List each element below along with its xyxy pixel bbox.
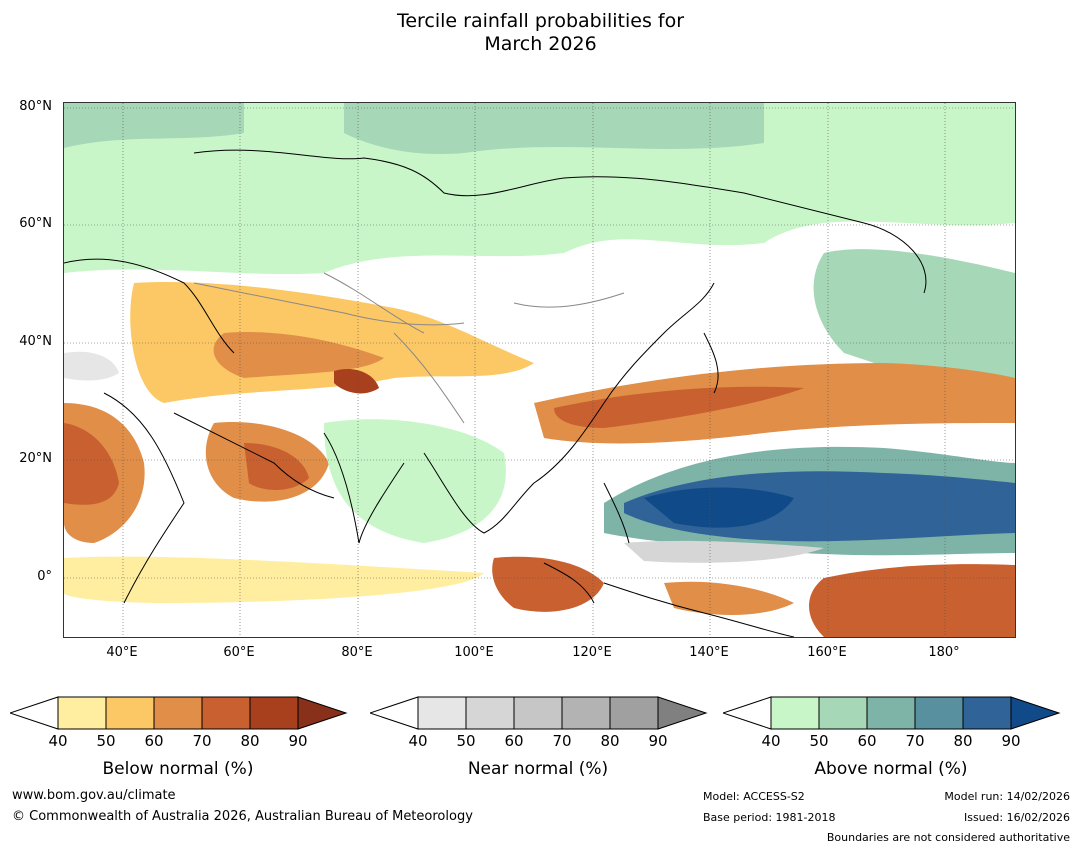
- lat-label-20n: 20°N: [19, 451, 52, 466]
- tick-label: 50: [96, 732, 116, 750]
- title-line-2: March 2026: [484, 33, 597, 55]
- footer-boundaries-note: Boundaries are not considered authoritat…: [826, 831, 1070, 844]
- tick-label: 70: [905, 732, 925, 750]
- colorbar-above-normal: [723, 696, 1061, 730]
- tick-label: 80: [600, 732, 620, 750]
- lon-label-60e: 60°E: [223, 645, 255, 660]
- colorbar-below-extend-max: [297, 696, 348, 730]
- lon-label-120e: 120°E: [572, 645, 612, 660]
- colorbar-above-title: Above normal (%): [814, 759, 968, 779]
- lon-label-140e: 140°E: [689, 645, 729, 660]
- region-below-normal-new-guinea: [664, 581, 794, 615]
- region-below-normal-south-pacific: [809, 564, 1015, 637]
- lat-label-80n: 80°N: [19, 99, 52, 114]
- region-above-normal-india: [324, 419, 506, 543]
- lon-label-80e: 80°E: [341, 645, 373, 660]
- map-canvas: [64, 103, 1015, 637]
- tick-label: 40: [408, 732, 428, 750]
- lat-label-60n: 60°N: [19, 216, 52, 231]
- lat-label-0: 0°: [37, 569, 52, 584]
- region-above-normal-arctic: [344, 103, 764, 154]
- lon-label-180: 180°: [928, 645, 960, 660]
- region-above-normal-north: [64, 103, 1015, 275]
- footer-model: Model: ACCESS-S2: [703, 790, 805, 803]
- colorbar-below-swatch-1: [57, 696, 107, 730]
- region-below-normal-arabian-sea-core: [244, 443, 309, 490]
- colorbar-above-swatch-1: [770, 696, 820, 730]
- colorbar-near-swatch-3: [513, 696, 563, 730]
- colorbar-near-swatch-2: [465, 696, 515, 730]
- colorbar-above-swatch-5: [962, 696, 1012, 730]
- colorbar-below-swatch-3: [153, 696, 203, 730]
- colorbar-below-swatch-2: [105, 696, 155, 730]
- coastlines: [64, 149, 927, 637]
- map-title: Tercile rainfall probabilities for March…: [0, 10, 1081, 56]
- tick-label: 90: [1001, 732, 1021, 750]
- region-below-normal-east-asia: [534, 363, 1015, 444]
- tick-label: 40: [48, 732, 68, 750]
- tick-label: 90: [648, 732, 668, 750]
- footer-url[interactable]: www.bom.gov.au/climate: [12, 788, 176, 803]
- region-above-normal-pacific-north: [813, 249, 1015, 403]
- colorbar-above-swatch-2: [818, 696, 868, 730]
- colorbar-near-swatch-1: [417, 696, 467, 730]
- colorbar-below-swatch-4: [201, 696, 251, 730]
- region-below-normal-africa-core: [64, 423, 119, 505]
- colorbar-below-title: Below normal (%): [102, 759, 254, 779]
- region-above-normal-pacific-core: [644, 487, 794, 528]
- region-below-normal-borneo: [492, 556, 604, 612]
- lat-label-40n: 40°N: [19, 334, 52, 349]
- tick-label: 40: [761, 732, 781, 750]
- footer-copyright: © Commonwealth of Australia 2026, Austra…: [12, 809, 473, 824]
- lon-label-40e: 40°E: [106, 645, 138, 660]
- tick-label: 70: [192, 732, 212, 750]
- tick-label: 60: [857, 732, 877, 750]
- colorbar-near-normal: [370, 696, 708, 730]
- tick-label: 70: [552, 732, 572, 750]
- tick-label: 60: [504, 732, 524, 750]
- tick-label: 80: [953, 732, 973, 750]
- colorbar-near-swatch-5: [609, 696, 659, 730]
- footer-base-period: Base period: 1981-2018: [703, 811, 836, 824]
- tick-label: 80: [240, 732, 260, 750]
- region-near-normal-equatorial: [624, 540, 824, 563]
- colorbar-near-extend-min: [370, 696, 419, 730]
- region-near-normal-caspian: [64, 351, 119, 381]
- footer-issued: Issued: 16/02/2026: [963, 811, 1070, 824]
- colorbar-above-swatch-4: [914, 696, 964, 730]
- tick-label: 60: [144, 732, 164, 750]
- title-line-1: Tercile rainfall probabilities for: [396, 10, 685, 32]
- region-above-normal-arctic-west: [64, 103, 244, 148]
- tick-label: 50: [456, 732, 476, 750]
- colorbar-near-swatch-4: [561, 696, 611, 730]
- region-below-normal-east-asia-core: [554, 386, 804, 428]
- country-boundaries: [193, 272, 625, 424]
- colorbar-near-extend-max: [657, 696, 708, 730]
- lon-label-100e: 100°E: [454, 645, 494, 660]
- colorbar-above-extend-min: [723, 696, 772, 730]
- region-below-normal-indian-ocean: [64, 556, 484, 603]
- colorbar-above-extend-max: [1010, 696, 1061, 730]
- lon-label-160e: 160°E: [807, 645, 847, 660]
- tick-label: 50: [809, 732, 829, 750]
- graticule: [64, 103, 1015, 637]
- footer-model-run: Model run: 14/02/2026: [944, 790, 1070, 803]
- probability-map: [63, 102, 1016, 638]
- region-below-normal-himalaya: [334, 368, 379, 394]
- colorbar-below-extend-min: [10, 696, 59, 730]
- colorbar-near-title: Near normal (%): [467, 759, 609, 779]
- colorbar-below-swatch-5: [249, 696, 299, 730]
- tick-label: 90: [288, 732, 308, 750]
- colorbar-below-normal: [10, 696, 348, 730]
- region-below-normal-iran: [213, 332, 384, 378]
- colorbar-above-swatch-3: [866, 696, 916, 730]
